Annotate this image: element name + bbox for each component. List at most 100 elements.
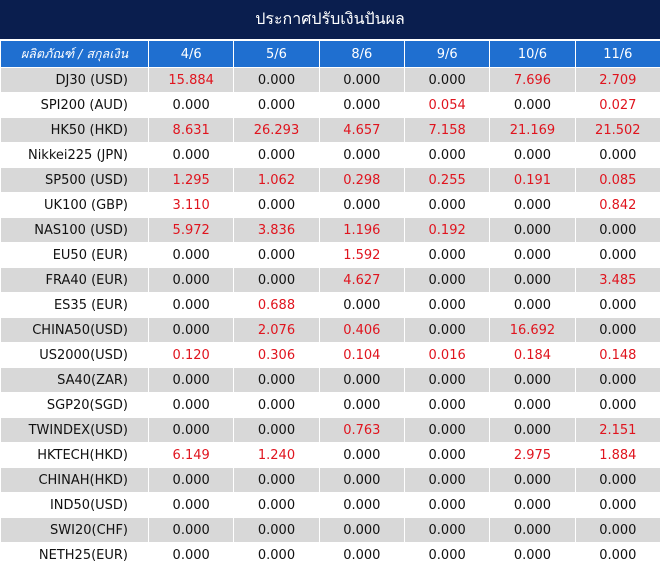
- dividend-value: 1.592: [318, 242, 405, 268]
- dividend-value: 0.688: [233, 292, 320, 318]
- dividend-value: 0.000: [489, 217, 576, 243]
- dividend-value: 16.692: [489, 317, 576, 343]
- dividend-value: 0.000: [403, 467, 491, 493]
- dividend-value: 0.000: [489, 292, 576, 318]
- dividend-value: 0.184: [489, 342, 576, 368]
- dividend-value: 0.192: [403, 217, 491, 243]
- dividend-value: 0.120: [147, 342, 235, 368]
- dividend-value: 0.016: [403, 342, 491, 368]
- dividend-value: 21.169: [489, 117, 576, 143]
- header-row: ผลิตภัณฑ์ / สกุลเงิน 4/6 5/6 8/6 9/6 10/…: [0, 40, 660, 68]
- dividend-value: 2.975: [489, 442, 576, 468]
- dividend-value: 0.000: [489, 417, 576, 443]
- dividend-value: 0.000: [489, 242, 576, 268]
- header-date: 9/6: [403, 40, 491, 68]
- dividend-value: 0.000: [574, 542, 660, 568]
- dividend-value: 0.000: [318, 367, 405, 393]
- dividend-value: 0.306: [233, 342, 320, 368]
- table-row: Nikkei225 (JPN) 0.000 0.000 0.000 0.000 0.000…: [0, 142, 660, 168]
- dividend-value: 0.000: [318, 192, 405, 218]
- dividend-value: 4.657: [318, 117, 405, 143]
- dividend-value: 0.000: [403, 367, 491, 393]
- dividend-value: 0.000: [233, 267, 320, 293]
- dividend-value: 0.000: [233, 242, 320, 268]
- dividend-value: 0.406: [318, 317, 405, 343]
- dividend-value: 0.000: [489, 92, 576, 118]
- table-row: SA40(ZAR) 0.000 0.000 0.000 0.000 0.000 0.000: [0, 367, 660, 393]
- product-name: NAS100 (USD): [0, 217, 149, 243]
- dividend-value: 0.000: [233, 392, 320, 418]
- dividend-table: ผลิตภัณฑ์ / สกุลเงิน 4/6 5/6 8/6 9/6 10/…: [0, 40, 660, 568]
- dividend-value: 0.000: [233, 517, 320, 543]
- dividend-value: 0.000: [233, 92, 320, 118]
- dividend-value: 0.000: [233, 492, 320, 518]
- product-name: FRA40 (EUR): [0, 267, 149, 293]
- dividend-value: 1.196: [318, 217, 405, 243]
- product-name: SPI200 (AUD): [0, 92, 149, 118]
- product-name: HKTECH(HKD): [0, 442, 149, 468]
- dividend-value: 1.295: [147, 167, 235, 193]
- product-name: HK50 (HKD): [0, 117, 149, 143]
- dividend-value: 5.972: [147, 217, 235, 243]
- dividend-value: 0.000: [574, 367, 660, 393]
- dividend-value: 0.000: [233, 467, 320, 493]
- table-row: NETH25(EUR) 0.000 0.000 0.000 0.000 0.000 0.00…: [0, 542, 660, 568]
- product-name: Nikkei225 (JPN): [0, 142, 149, 168]
- dividend-value: 0.842: [574, 192, 660, 218]
- dividend-value: 0.000: [574, 242, 660, 268]
- dividend-value: 0.000: [233, 142, 320, 168]
- dividend-value: 0.000: [318, 292, 405, 318]
- dividend-value: 0.000: [233, 542, 320, 568]
- table-row: CHINAH(HKD) 0.000 0.000 0.000 0.000 0.000 0.00…: [0, 467, 660, 493]
- table-row: SGP20(SGD) 0.000 0.000 0.000 0.000 0.000 0.000: [0, 392, 660, 418]
- dividend-value: 0.000: [403, 492, 491, 518]
- dividend-value: 1.884: [574, 442, 660, 468]
- dividend-value: 0.000: [147, 542, 235, 568]
- dividend-value: 0.000: [403, 267, 491, 293]
- table-row: SP500 (USD) 1.295 1.062 0.298 0.255 0.191 0.08…: [0, 167, 660, 193]
- table-header: ผลิตภัณฑ์ / สกุลเงิน 4/6 5/6 8/6 9/6 10/…: [0, 40, 660, 68]
- dividend-value: 0.027: [574, 92, 660, 118]
- dividend-value: 0.104: [318, 342, 405, 368]
- table-row: HK50 (HKD) 8.631 26.293 4.657 7.158 21.169 21.…: [0, 117, 660, 143]
- dividend-value: 0.191: [489, 167, 576, 193]
- dividend-value: 2.076: [233, 317, 320, 343]
- dividend-value: 21.502: [574, 117, 660, 143]
- dividend-value: 0.000: [403, 317, 491, 343]
- dividend-value: 0.000: [147, 317, 235, 343]
- product-name: NETH25(EUR): [0, 542, 149, 568]
- dividend-value: 0.000: [318, 442, 405, 468]
- dividend-value: 0.000: [403, 67, 491, 93]
- dividend-value: 0.000: [318, 392, 405, 418]
- dividend-value: 3.110: [147, 192, 235, 218]
- product-name: SP500 (USD): [0, 167, 149, 193]
- table-row: UK100 (GBP) 3.110 0.000 0.000 0.000 0.000 0.84…: [0, 192, 660, 218]
- dividend-value: 0.054: [403, 92, 491, 118]
- table-row: EU50 (EUR) 0.000 0.000 1.592 0.000 0.000 0.000: [0, 242, 660, 268]
- dividend-value: 0.000: [403, 417, 491, 443]
- dividend-value: 0.000: [233, 192, 320, 218]
- dividend-value: 1.240: [233, 442, 320, 468]
- dividend-value: 0.000: [147, 492, 235, 518]
- dividend-value: 0.000: [574, 217, 660, 243]
- dividend-value: 0.000: [574, 142, 660, 168]
- product-name: IND50(USD): [0, 492, 149, 518]
- product-name: TWINDEX(USD): [0, 417, 149, 443]
- header-date: 4/6: [147, 40, 235, 68]
- table-row: SWI20(CHF) 0.000 0.000 0.000 0.000 0.000 0.000: [0, 517, 660, 543]
- dividend-value: 2.709: [574, 67, 660, 93]
- product-name: US2000(USD): [0, 342, 149, 368]
- header-product-currency: ผลิตภัณฑ์ / สกุลเงิน: [0, 40, 149, 68]
- dividend-value: 0.000: [403, 517, 491, 543]
- header-date: 5/6: [233, 40, 320, 68]
- header-date: 11/6: [574, 40, 660, 68]
- dividend-value: 3.836: [233, 217, 320, 243]
- dividend-value: 0.000: [489, 267, 576, 293]
- table-row: DJ30 (USD) 15.884 0.000 0.000 0.000 7.696 2.70…: [0, 67, 660, 93]
- dividend-value: 0.000: [489, 542, 576, 568]
- product-name: ES35 (EUR): [0, 292, 149, 318]
- dividend-value: 0.000: [574, 517, 660, 543]
- dividend-value: 0.000: [574, 392, 660, 418]
- product-name: CHINA50(USD): [0, 317, 149, 343]
